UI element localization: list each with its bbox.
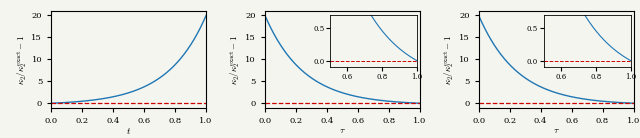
- Y-axis label: $\kappa_2/\kappa_2^{\rm exact}-1$: $\kappa_2/\kappa_2^{\rm exact}-1$: [15, 34, 29, 85]
- Y-axis label: $\kappa_2/\kappa_2^{\rm exact}-1$: $\kappa_2/\kappa_2^{\rm exact}-1$: [442, 34, 456, 85]
- X-axis label: $t$: $t$: [126, 126, 131, 136]
- Y-axis label: $\kappa_2/\kappa_2^{\rm exact}-1$: $\kappa_2/\kappa_2^{\rm exact}-1$: [228, 34, 243, 85]
- X-axis label: $\tau$: $\tau$: [553, 126, 559, 135]
- X-axis label: $\tau$: $\tau$: [339, 126, 346, 135]
